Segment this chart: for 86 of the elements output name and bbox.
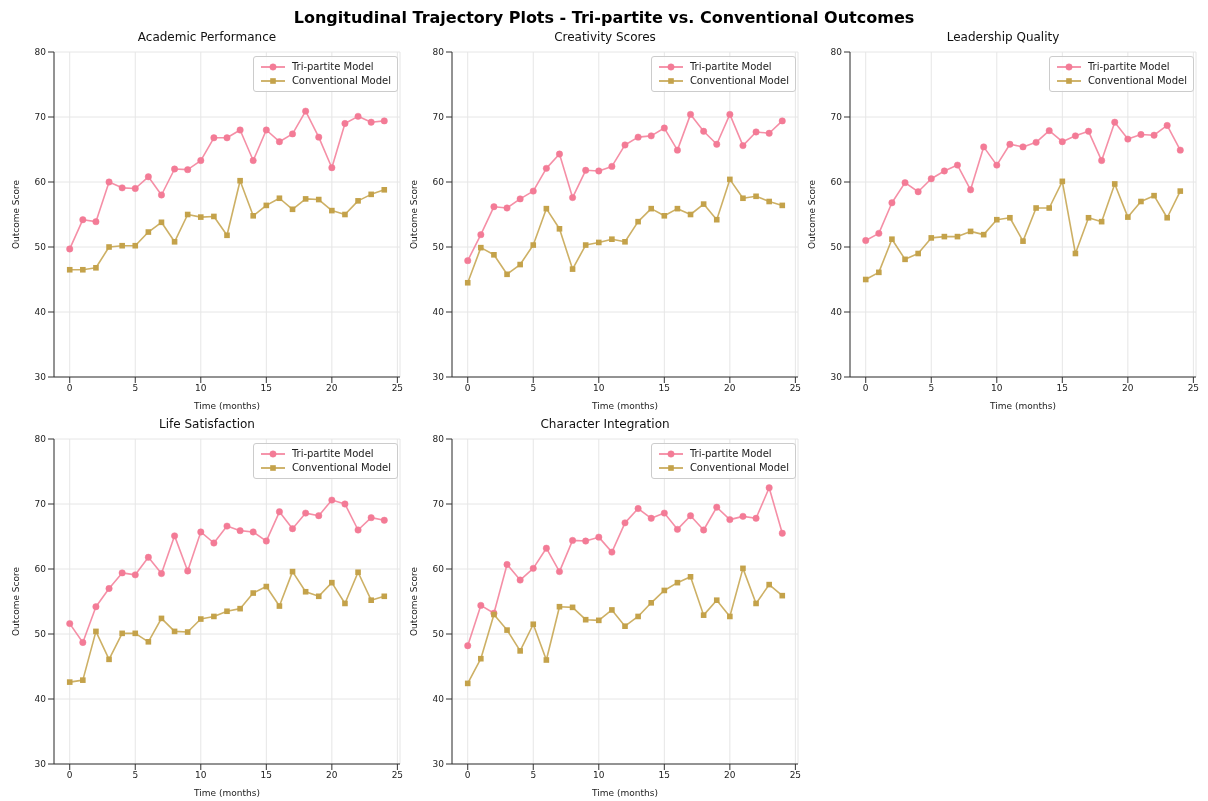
legend-label: Conventional Model — [291, 461, 391, 475]
legend-label: Tri-partite Model — [291, 60, 374, 74]
text: Longitudinal Trajectory Plots - Tri-partite vs. Conventional Outcomes — [292, 8, 916, 29]
x-tick-label: 20 — [724, 770, 736, 781]
y-tick-label: 30 — [34, 372, 47, 383]
x-tick-label: 25 — [391, 770, 404, 781]
x-tick-label: 15 — [1056, 383, 1069, 394]
x-tick-label: 10 — [593, 383, 605, 394]
x-axis-title: Time (months) — [989, 401, 1056, 411]
y-tick-label: 30 — [432, 372, 445, 383]
legend-label: Conventional Model — [291, 74, 391, 88]
y-tick-label: 80 — [830, 47, 843, 58]
chart-title: Academic Performance — [136, 30, 278, 44]
x-tick-label: 25 — [391, 383, 404, 394]
y-tick-label: 70 — [432, 112, 445, 123]
x-axis-title: Time (months) — [193, 401, 260, 411]
x-tick-label: 15 — [260, 770, 273, 781]
x-tick-label: 5 — [132, 383, 139, 394]
chart-title: Leadership Quality — [945, 30, 1061, 44]
y-tick-label: 40 — [830, 307, 843, 318]
y-tick-label: 50 — [34, 242, 47, 253]
y-tick-label: 50 — [830, 242, 843, 253]
x-tick-label: 20 — [1122, 383, 1134, 394]
y-tick-label: 80 — [34, 47, 47, 58]
y-tick-label: 70 — [34, 499, 47, 510]
legend-label: Tri-partite Model — [291, 447, 374, 461]
y-tick-label: 30 — [830, 372, 843, 383]
y-tick-label: 50 — [432, 629, 445, 640]
y-tick-label: 50 — [432, 242, 445, 253]
chart-title: Character Integration — [539, 417, 671, 431]
legend-label: Tri-partite Model — [1087, 60, 1170, 74]
y-tick-label: 40 — [432, 307, 445, 318]
y-axis-title: Outcome Score — [11, 566, 22, 637]
y-tick-label: 30 — [34, 759, 47, 770]
y-tick-label: 60 — [34, 177, 47, 188]
x-tick-label: 25 — [789, 383, 802, 394]
y-axis-title: Outcome Score — [409, 179, 420, 250]
x-tick-label: 20 — [326, 383, 338, 394]
y-tick-label: 80 — [34, 434, 47, 445]
x-tick-label: 10 — [991, 383, 1003, 394]
x-tick-label: 15 — [658, 383, 671, 394]
y-tick-label: 50 — [34, 629, 47, 640]
x-tick-label: 0 — [464, 383, 471, 394]
x-tick-label: 20 — [326, 770, 338, 781]
legend-label: Tri-partite Model — [689, 60, 772, 74]
x-tick-label: 15 — [260, 383, 273, 394]
x-tick-label: 0 — [66, 770, 73, 781]
y-tick-label: 60 — [432, 564, 445, 575]
x-tick-label: 15 — [658, 770, 671, 781]
y-axis-title: Outcome Score — [807, 179, 818, 250]
y-tick-label: 40 — [432, 694, 445, 705]
x-tick-label: 20 — [724, 383, 736, 394]
chart-title: Creativity Scores — [553, 30, 657, 44]
legend-label: Tri-partite Model — [689, 447, 772, 461]
chart-title: Life Satisfaction — [158, 417, 256, 431]
x-tick-label: 5 — [530, 383, 537, 394]
y-tick-label: 60 — [34, 564, 47, 575]
x-tick-label: 10 — [593, 770, 605, 781]
legend-label: Conventional Model — [1087, 74, 1187, 88]
x-tick-label: 25 — [1187, 383, 1200, 394]
y-axis-title: Outcome Score — [409, 566, 420, 637]
x-tick-label: 0 — [464, 770, 471, 781]
y-axis-title: Outcome Score — [11, 179, 22, 250]
y-tick-label: 70 — [34, 112, 47, 123]
x-tick-label: 10 — [195, 770, 207, 781]
y-tick-label: 30 — [432, 759, 445, 770]
y-tick-label: 80 — [432, 47, 445, 58]
y-tick-label: 60 — [432, 177, 445, 188]
x-axis-title: Time (months) — [193, 788, 260, 798]
x-tick-label: 10 — [195, 383, 207, 394]
y-tick-label: 40 — [34, 694, 47, 705]
x-tick-label: 0 — [66, 383, 73, 394]
x-tick-label: 5 — [928, 383, 935, 394]
x-axis-title: Time (months) — [591, 401, 658, 411]
y-tick-label: 70 — [830, 112, 843, 123]
x-tick-label: 5 — [530, 770, 537, 781]
y-tick-label: 70 — [432, 499, 445, 510]
y-tick-label: 40 — [34, 307, 47, 318]
y-tick-label: 60 — [830, 177, 843, 188]
x-axis-title: Time (months) — [591, 788, 658, 798]
y-tick-label: 80 — [432, 434, 445, 445]
x-tick-label: 25 — [789, 770, 802, 781]
x-tick-label: 0 — [862, 383, 869, 394]
legend-label: Conventional Model — [689, 74, 789, 88]
legend-label: Conventional Model — [689, 461, 789, 475]
x-tick-label: 5 — [132, 770, 139, 781]
